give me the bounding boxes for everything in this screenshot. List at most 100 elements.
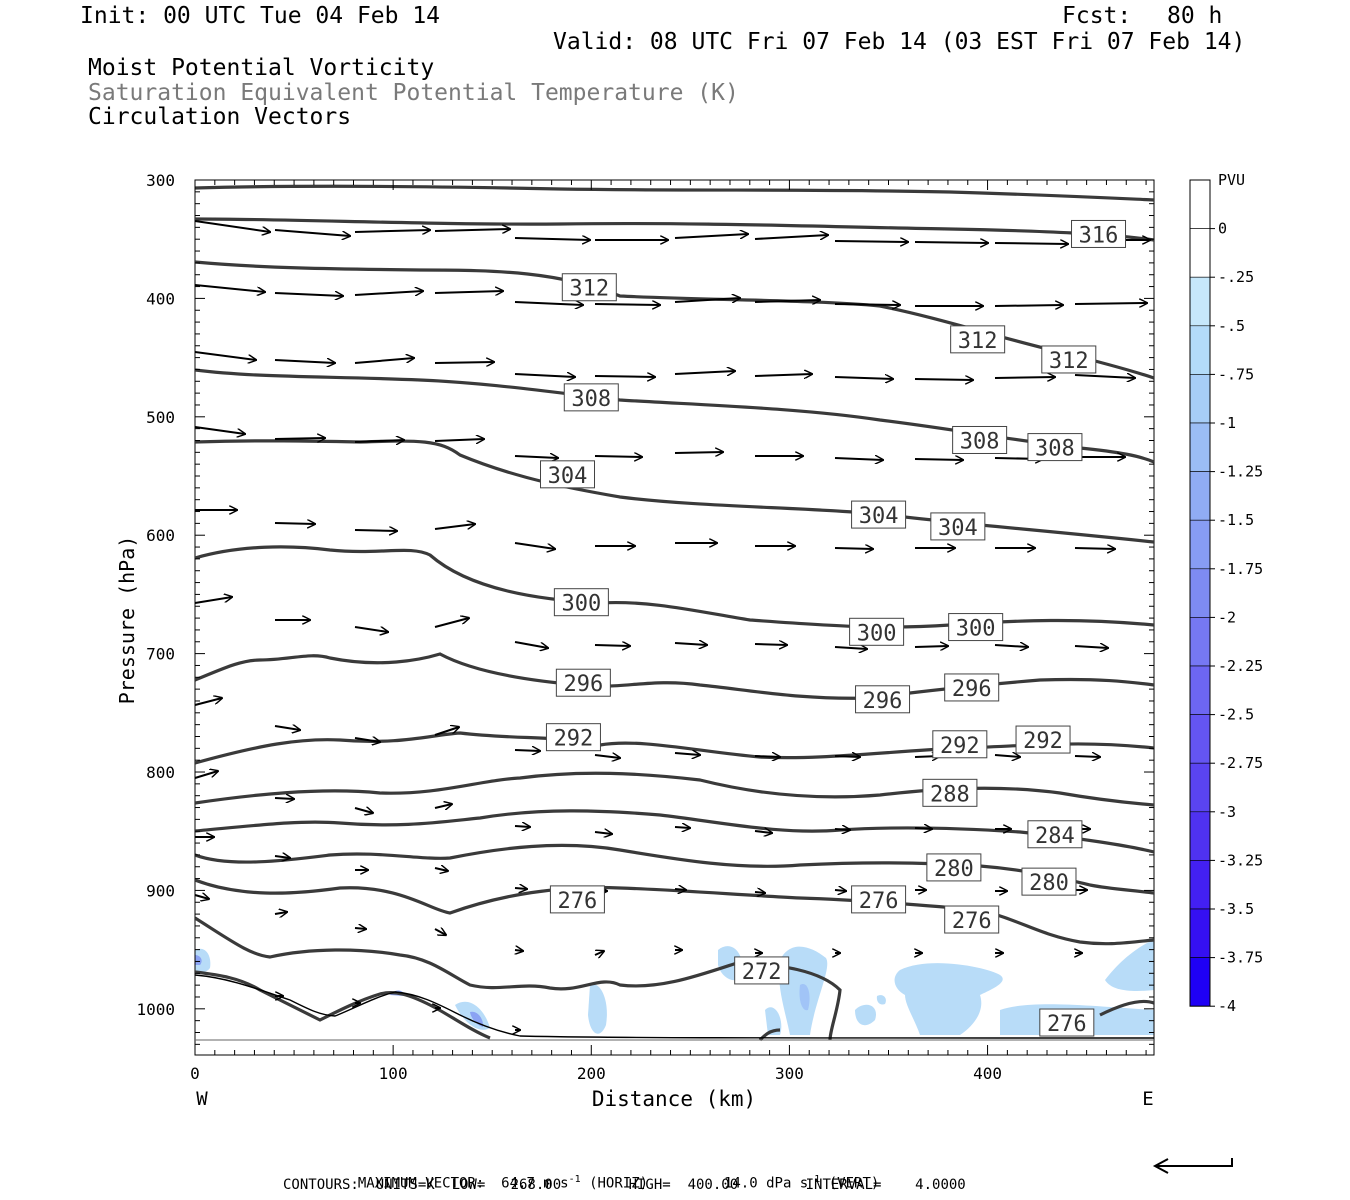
pv-shading [195, 940, 1154, 1035]
wind-vector [354, 738, 380, 742]
wind-vector [434, 229, 510, 231]
contour-label-box [1041, 345, 1097, 374]
wind-vector [194, 895, 209, 899]
wind-vector [354, 626, 388, 632]
wind-vector [514, 826, 530, 827]
wind-vector [194, 771, 218, 779]
wind-vector [434, 524, 475, 530]
wind-vector [834, 647, 867, 649]
contour-label-box [1039, 1008, 1095, 1037]
wind-vector [594, 456, 642, 457]
contour-label-box [545, 723, 601, 752]
x-axis-label: Distance (km) [592, 1087, 756, 1111]
east-label: E [1142, 1088, 1153, 1110]
contour-label-box [948, 613, 1004, 642]
colorbar-label: -2.25 [1218, 657, 1263, 675]
colorbar-swatch [1189, 276, 1211, 327]
x-tick-label: 0 [190, 1064, 200, 1083]
wind-vector [274, 798, 294, 799]
wind-vector [274, 523, 315, 524]
contour-label-box [734, 956, 790, 985]
wind-vector [434, 291, 503, 293]
colorbar-label: -3.75 [1218, 949, 1263, 967]
wind-vector [754, 374, 812, 376]
wind-vector [194, 284, 265, 292]
field-title-2: Saturation Equivalent Potential Temperat… [88, 80, 739, 106]
max-vector-line: MAXIMUM VECTOR: 64.7 m s-1 (HORIZ) 14.0 … [341, 1158, 879, 1192]
wind-vector [994, 645, 1028, 647]
wind-vector [194, 698, 222, 706]
contour-label-box [561, 273, 617, 302]
contour-label: 308 [1035, 437, 1075, 462]
wind-vector [514, 238, 590, 240]
wind-vector [434, 868, 448, 871]
contour-label-box [851, 500, 907, 529]
colorbar-swatch [1189, 471, 1211, 521]
colorbar-label: 0 [1218, 220, 1227, 238]
contour-label-box [563, 383, 619, 412]
valid-time: Valid: 08 UTC Fri 07 Feb 14 (03 EST Fri … [553, 29, 1246, 55]
wind-vector [434, 804, 452, 808]
pv-colorbar: PVU 0 -.25 -.5 -.75 -1 -1.25 -1.5 -1.75 -2 -2.25 -2… [1189, 171, 1263, 1015]
colorbar-swatch [1189, 519, 1211, 570]
contour-labels: 316 312 312 312 308 308 308 304 304 304 300 300 300 2… [540, 219, 1127, 1037]
wind-vector [194, 220, 270, 232]
wind-vector [434, 929, 446, 935]
contour-label: 308 [571, 387, 611, 412]
wind-vector [754, 644, 787, 645]
wind-vector [674, 753, 700, 755]
wind-vector [914, 646, 948, 647]
wind-vector [274, 912, 287, 914]
colorbar-label: -1.25 [1218, 463, 1263, 481]
wind-vector [674, 827, 690, 828]
reference-vector [1152, 1158, 1233, 1174]
contour-label: 296 [563, 672, 603, 697]
wind-vector [1074, 756, 1100, 757]
wind-vector [834, 458, 883, 460]
wind-vector [594, 755, 620, 758]
wind-vector [1074, 303, 1147, 304]
contour-label-box [549, 885, 605, 914]
contour-label-box [952, 425, 1008, 454]
contour-label: 280 [934, 857, 974, 882]
wind-vector [515, 950, 523, 951]
contour-label-box [922, 778, 978, 807]
wind-vector [1074, 548, 1115, 549]
wind-vector [354, 928, 366, 929]
colorbar-label: -2.5 [1218, 706, 1254, 724]
contour-label-box [944, 905, 1000, 934]
colorbar-label: -.25 [1218, 268, 1254, 286]
max-vertical-vector: 14.0 dPa s [723, 1175, 809, 1192]
max-vector-label: MAXIMUM VECTOR: [357, 1175, 485, 1192]
wind-vector [1074, 375, 1135, 378]
wind-vector [914, 242, 988, 243]
colorbar-label: -1.75 [1218, 560, 1263, 578]
contour-label-box [944, 673, 1000, 702]
wind-vector [674, 452, 723, 453]
wind-vector [994, 755, 1020, 757]
contour-label-box [553, 588, 609, 617]
colorbar-label: -1.5 [1218, 511, 1254, 529]
colorbar-swatch [1189, 568, 1211, 618]
contour-label-box [849, 617, 905, 646]
x-tick-label: 400 [973, 1064, 1002, 1083]
wind-vector [514, 542, 555, 549]
contour-label-box [950, 325, 1006, 354]
wind-vector [674, 643, 707, 645]
contour-label: 300 [956, 617, 996, 642]
colorbar-swatch [1189, 665, 1211, 715]
wind-vector [594, 645, 630, 646]
contour-label-box [540, 460, 596, 489]
contour-label: 284 [1035, 824, 1075, 849]
colorbar-label: -3.5 [1218, 900, 1254, 918]
wind-vector [274, 360, 335, 363]
wind-vector [274, 856, 290, 858]
colorbar-label: -3 [1218, 803, 1236, 821]
colorbar-swatch [1189, 957, 1211, 1007]
field-title-1: Moist Potential Vorticity [88, 55, 435, 81]
contour-label: 316 [1079, 223, 1119, 248]
wind-vector [914, 828, 932, 829]
wind-vector [914, 379, 973, 380]
y-tick-label: 600 [146, 526, 175, 545]
